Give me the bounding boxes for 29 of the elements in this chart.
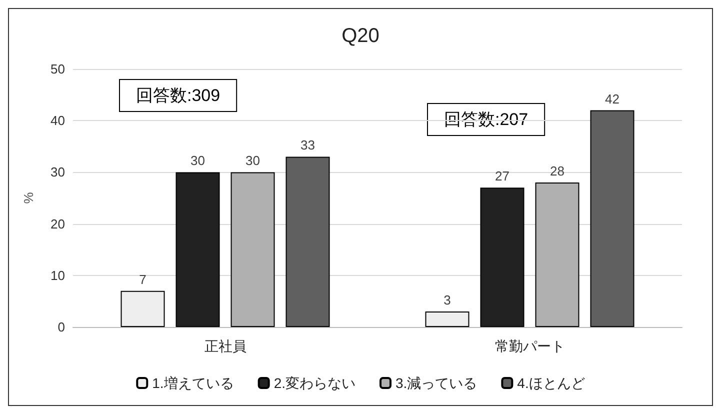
y-tick-label: 20 [50, 216, 65, 232]
data-label: 33 [300, 138, 315, 153]
bar [176, 172, 220, 327]
x-tick-label: 正社員 [204, 338, 246, 354]
y-tick-label: 30 [50, 164, 65, 180]
bar [590, 110, 634, 327]
legend-label: 2.変わらない [274, 375, 356, 391]
y-tick-label: 40 [50, 113, 65, 128]
y-tick-label: 0 [58, 320, 65, 334]
y-axis-title: % [21, 192, 36, 204]
legend-label: 4.ほとんど [517, 375, 585, 391]
data-label: 27 [495, 168, 510, 184]
data-label: 28 [550, 164, 564, 179]
data-label: 42 [605, 91, 620, 106]
legend-label: 3.減っている [396, 375, 478, 391]
data-label: 30 [190, 153, 205, 168]
x-tick-label: 常勤パート [494, 338, 565, 354]
bar [286, 156, 330, 327]
data-label: 7 [139, 272, 146, 287]
annotation: 回答数:309 [136, 86, 220, 105]
y-tick-label: 10 [50, 268, 65, 283]
data-label: 30 [246, 153, 260, 168]
chart-title: Q20 [342, 25, 380, 47]
y-tick-label: 50 [50, 62, 65, 76]
data-label: 3 [444, 292, 451, 308]
bar [480, 188, 524, 327]
bar [120, 290, 165, 327]
bar [425, 312, 470, 327]
legend-label: 1.増えている [152, 375, 234, 391]
